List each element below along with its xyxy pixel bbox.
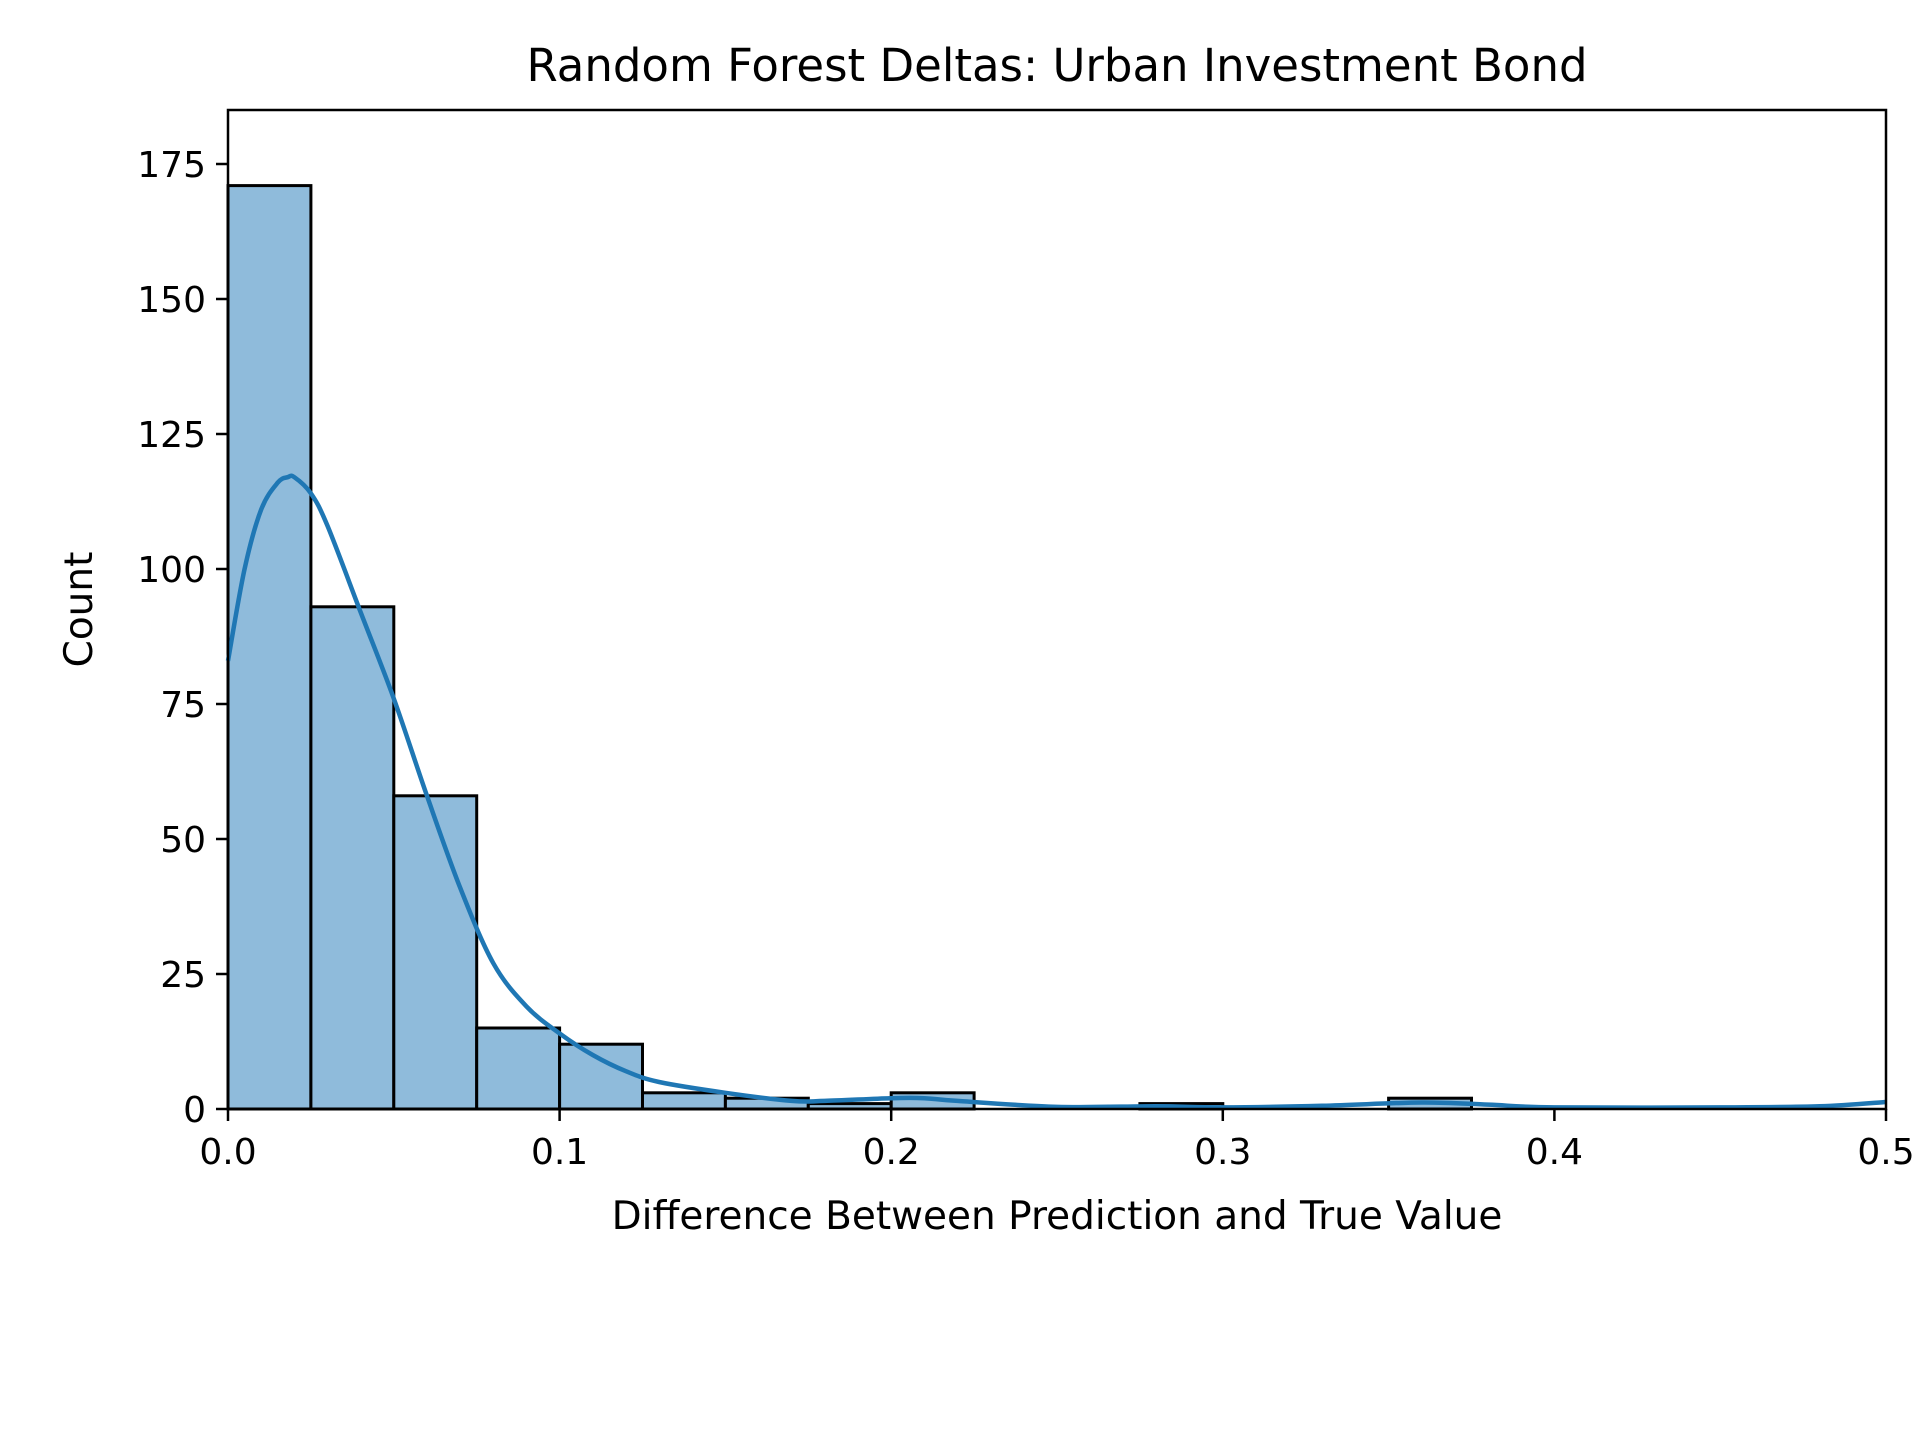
y-tick-label-0: 0 <box>183 1090 206 1131</box>
axis-ticks: 0.0 0.1 0.2 0.3 0.4 0.5 0 25 50 75 100 125 150 175 <box>137 145 1914 1173</box>
y-tick-label-5: 125 <box>137 415 206 456</box>
x-tick-label-0: 0.0 <box>199 1132 256 1173</box>
chart-title: Random Forest Deltas: Urban Investment B… <box>526 39 1587 92</box>
plot-frame <box>226 108 1888 1111</box>
histogram-bar-5 <box>641 1091 727 1111</box>
x-tick-label-2: 0.2 <box>863 1132 920 1173</box>
y-tick-label-3: 75 <box>160 685 206 726</box>
histogram-bar-2 <box>392 794 479 1111</box>
kde-curve <box>225 473 1887 1110</box>
histogram-bar-3 <box>475 1026 562 1111</box>
y-axis-label: Count <box>57 552 102 668</box>
histogram-bar-0 <box>226 184 313 1111</box>
x-tick-label-3: 0.3 <box>1194 1132 1251 1173</box>
x-tick-label-1: 0.1 <box>531 1132 588 1173</box>
y-tick-label-2: 50 <box>160 820 206 861</box>
y-tick-label-4: 100 <box>137 550 206 591</box>
x-tick-label-4: 0.4 <box>1526 1132 1583 1173</box>
histogram-bars <box>226 184 1473 1111</box>
y-tick-label-7: 175 <box>137 145 206 186</box>
x-axis-label: Difference Between Prediction and True V… <box>612 1194 1503 1239</box>
y-tick-label-1: 25 <box>160 955 206 996</box>
x-tick-label-5: 0.5 <box>1857 1132 1914 1173</box>
histogram-bar-1 <box>309 605 396 1111</box>
y-tick-label-6: 150 <box>137 280 206 321</box>
histogram-bar-4 <box>558 1042 644 1111</box>
